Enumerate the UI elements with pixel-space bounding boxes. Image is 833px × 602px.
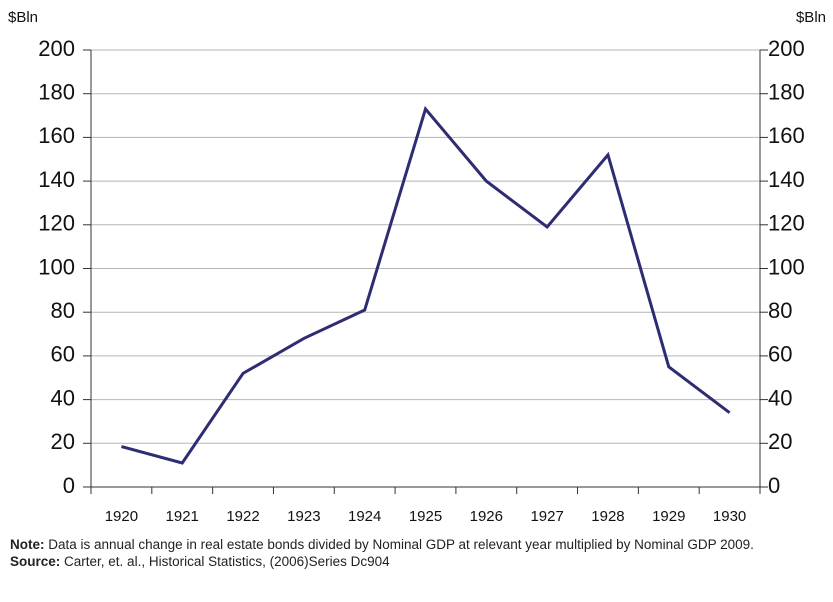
note-label: Note: — [10, 537, 45, 552]
line-series — [121, 105, 731, 465]
x-tick-label: 1921 — [166, 508, 199, 525]
y2-tick-label: 120 — [768, 211, 805, 236]
y-tick-label: 40 — [51, 385, 75, 410]
source: Source: Carter, et. al., Historical Stat… — [10, 553, 810, 570]
y2-tick-label: 40 — [768, 385, 792, 410]
y2-axis-label: $Bln — [796, 9, 826, 26]
y-tick-label: 60 — [51, 342, 75, 367]
x-tick-label: 1920 — [105, 508, 138, 525]
y2-tick-label: 140 — [768, 167, 805, 192]
x-tick-label: 1927 — [530, 508, 563, 525]
x-tick-label: 1924 — [348, 508, 381, 525]
notes: Note: Data is annual change in real esta… — [10, 536, 810, 570]
y-tick-label: 180 — [38, 80, 75, 105]
y2-tick-label: 180 — [768, 80, 805, 105]
x-tick-label: 1922 — [226, 508, 259, 525]
y2-tick-label: 80 — [768, 298, 792, 323]
x-tick-label: 1930 — [713, 508, 746, 525]
note-text: Data is annual change in real estate bon… — [48, 537, 754, 552]
y-tick-label: 120 — [38, 211, 75, 236]
y-tick-label: 0 — [63, 473, 75, 498]
x-tick-label: 1928 — [591, 508, 624, 525]
chart: $Bln $Bln 0 20 40 60 80 100 120 140 160 180 200 0 20… — [8, 9, 826, 525]
y2-tick-label: 60 — [768, 342, 792, 367]
y-tick-label: 20 — [51, 429, 75, 454]
y-axis-label: $Bln — [8, 9, 38, 26]
x-tick-label: 1926 — [470, 508, 503, 525]
y2-tick-label: 20 — [768, 429, 792, 454]
y2-tick-label: 160 — [768, 123, 805, 148]
x-tick-label: 1929 — [652, 508, 685, 525]
y-tick-label: 80 — [51, 298, 75, 323]
y-tick-label: 100 — [38, 254, 75, 279]
source-label: Source: — [10, 554, 61, 569]
y2-tick-label: 200 — [768, 36, 805, 61]
source-text: Carter, et. al., Historical Statistics, … — [64, 554, 390, 569]
x-tick-label: 1923 — [287, 508, 320, 525]
y-tick-label: 200 — [38, 36, 75, 61]
y-tick-label: 160 — [38, 123, 75, 148]
y2-tick-label: 0 — [768, 473, 780, 498]
y2-tick-label: 100 — [768, 254, 805, 279]
x-tick-label: 1925 — [409, 508, 442, 525]
y-tick-label: 140 — [38, 167, 75, 192]
note: Note: Data is annual change in real esta… — [10, 536, 810, 553]
